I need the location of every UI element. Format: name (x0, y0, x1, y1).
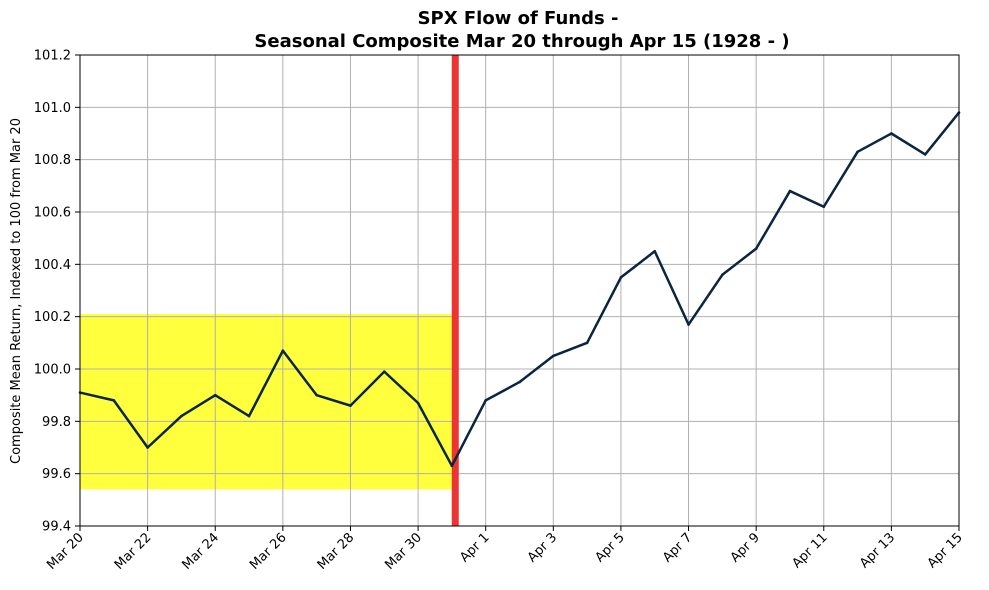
data-point (687, 323, 690, 326)
y-tick-label: 100.8 (34, 153, 71, 168)
chart-title-line2: Seasonal Composite Mar 20 through Apr 15… (254, 31, 789, 52)
x-tick-label: Apr 3 (525, 530, 560, 565)
data-point (518, 380, 521, 384)
y-tick-label: 100.6 (34, 206, 71, 221)
y-tick-label: 100.2 (34, 310, 71, 325)
x-tick-label: Apr 11 (789, 530, 830, 571)
x-tick-label: Mar 22 (112, 530, 155, 573)
data-point (112, 399, 116, 402)
highlight-band (80, 314, 456, 490)
x-tick-label: Apr 15 (925, 530, 966, 571)
data-point (923, 153, 927, 156)
data-point (484, 399, 487, 402)
data-point (281, 349, 285, 352)
data-point (619, 276, 623, 279)
data-point (349, 404, 352, 407)
data-point (788, 189, 792, 193)
x-tick-label: Apr 5 (592, 530, 627, 565)
data-point (721, 273, 724, 277)
y-tick-label: 99.8 (42, 415, 71, 430)
data-point (180, 414, 183, 418)
x-tick-label: Apr 7 (660, 530, 695, 565)
data-point (585, 341, 589, 345)
x-tick-label: Mar 24 (179, 530, 222, 573)
y-axis-label: Composite Mean Return, Indexed to 100 fr… (9, 118, 24, 464)
x-tick-label: Mar 20 (44, 530, 87, 573)
chart-title-line1: SPX Flow of Funds - (418, 8, 619, 29)
data-point (146, 446, 149, 449)
data-point (450, 464, 454, 468)
data-point (416, 401, 420, 405)
y-tick-label: 101.2 (34, 49, 71, 64)
data-point (382, 370, 386, 373)
data-point (213, 393, 217, 397)
x-tick-label: Mar 28 (315, 530, 358, 573)
x-tick-label: Apr 1 (457, 530, 492, 565)
y-tick-label: 100.4 (34, 258, 71, 273)
data-point (890, 132, 893, 135)
data-point (315, 393, 318, 397)
x-tick-label: Mar 26 (247, 530, 290, 573)
y-tick-label: 101.0 (34, 101, 71, 116)
data-point (856, 150, 859, 154)
y-tick-label: 99.4 (42, 520, 71, 535)
data-point (754, 247, 758, 250)
x-tick-label: Mar 30 (382, 530, 425, 573)
data-point (653, 249, 657, 253)
y-tick-label: 99.6 (42, 467, 71, 482)
data-point (552, 354, 555, 358)
data-point (822, 205, 826, 209)
x-tick-label: Apr 9 (728, 530, 763, 565)
y-tick-label: 100.0 (34, 363, 71, 378)
x-tick-label: Apr 13 (857, 530, 898, 571)
plot-frame (79, 54, 960, 527)
data-point (247, 414, 251, 418)
